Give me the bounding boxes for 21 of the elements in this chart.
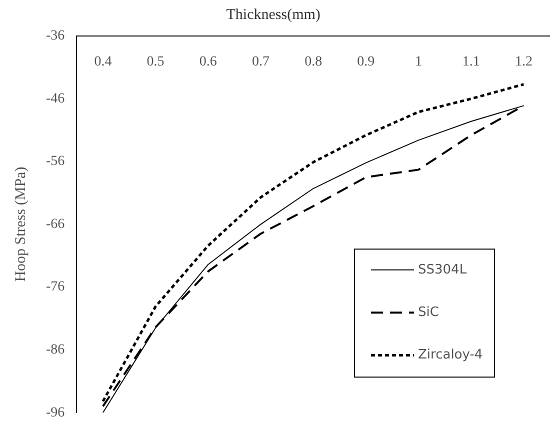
y-axis-title: Hoop Stress (MPa) — [12, 166, 29, 282]
legend-label: SS304L — [418, 262, 468, 278]
y-tick-label: -56 — [46, 154, 65, 170]
legend-label: SiC — [418, 304, 439, 320]
y-tick-label: -86 — [46, 342, 65, 358]
y-tick-label: -76 — [46, 280, 65, 295]
x-tick-label: 0.8 — [304, 54, 322, 70]
x-tick-label: 1.2 — [514, 54, 532, 70]
x-tick-label: 1 — [415, 54, 422, 70]
x-axis-title: Thickness(mm) — [226, 6, 320, 23]
x-tick-label: 0.9 — [357, 54, 375, 70]
x-tick-label: 0.6 — [199, 54, 217, 70]
x-tick-label: 1.1 — [462, 54, 480, 70]
y-tick-label: -66 — [46, 216, 65, 232]
y-tick-label: -46 — [46, 91, 65, 106]
x-tick-label: 0.5 — [146, 54, 164, 70]
x-tick-label: 0.7 — [252, 54, 270, 70]
x-tick-label: 0.4 — [94, 54, 112, 70]
legend-label: Zircaloy-4 — [418, 348, 483, 363]
y-tick-label: -96 — [46, 405, 65, 420]
y-tick-label: -36 — [46, 28, 65, 44]
